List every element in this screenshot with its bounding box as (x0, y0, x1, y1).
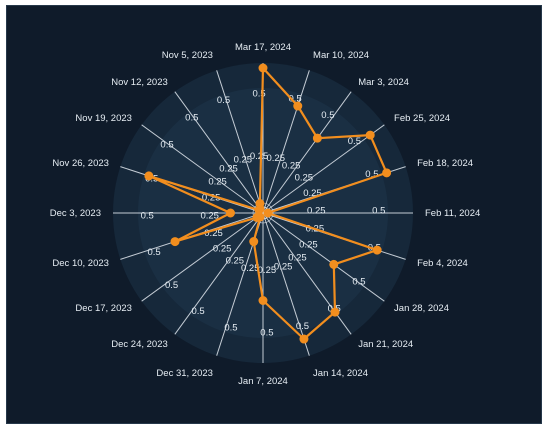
data-point-10 (258, 296, 268, 305)
data-point-9 (299, 334, 309, 344)
tick-label-17-1: 0.5 (160, 140, 173, 151)
spoke-17 (141, 124, 264, 214)
tick-label-15-0: 0.25 (200, 210, 219, 221)
category-label-17: Nov 19, 2023 (75, 113, 132, 124)
category-label-9: Jan 14, 2024 (313, 368, 368, 379)
data-point-19 (255, 198, 265, 208)
tick-label-3-1: 0.5 (348, 136, 361, 147)
tick-label-2-0: 0.25 (282, 161, 301, 172)
tick-label-7-0: 0.25 (299, 240, 318, 251)
series-layer (144, 63, 392, 344)
spoke-9 (262, 212, 310, 356)
tick-label-16-0: 0.25 (202, 193, 221, 204)
category-label-16: Nov 26, 2023 (52, 158, 109, 169)
data-point-6 (372, 245, 382, 255)
tick-label-0-0: 0.25 (250, 151, 269, 162)
tick-label-1-1: 0.5 (288, 94, 301, 105)
tick-label-4-1: 0.5 (365, 169, 378, 180)
tick-label-3-0: 0.25 (295, 173, 314, 184)
spoke-18 (174, 91, 264, 214)
tick-label-12-0: 0.25 (226, 255, 245, 266)
tick-label-10-0: 0.25 (258, 265, 277, 276)
category-label-15: Dec 3, 2023 (50, 208, 101, 219)
radial-tick-labels: 0.250.50.250.50.250.50.250.50.250.50.25 0… (141, 89, 386, 339)
category-label-7: Jan 28, 2024 (394, 303, 449, 314)
category-label-19: Nov 5, 2023 (162, 50, 213, 61)
data-point-1 (293, 101, 303, 111)
tick-label-1-0: 0.25 (267, 153, 286, 164)
category-label-13: Dec 17, 2023 (75, 303, 132, 314)
tick-label-2-1: 0.5 (321, 110, 334, 121)
tick-label-17-0: 0.25 (208, 176, 227, 187)
data-point-0 (258, 63, 268, 73)
data-point-15 (226, 208, 235, 218)
tick-label-12-1: 0.5 (191, 306, 204, 317)
tick-label-7-1: 0.5 (352, 276, 365, 287)
tick-label-11-0: 0.25 (241, 263, 260, 274)
category-label-3: Feb 25, 2024 (394, 113, 450, 124)
category-label-8: Jan 21, 2024 (358, 339, 413, 350)
tick-label-0-1: 0.5 (252, 89, 265, 100)
category-label-11: Dec 31, 2023 (156, 368, 213, 379)
spoke-12 (174, 212, 264, 335)
data-point-7 (329, 259, 339, 269)
tick-label-13-0: 0.25 (213, 243, 232, 254)
data-point-4 (382, 168, 392, 178)
data-point-2 (312, 133, 322, 143)
tick-label-9-0: 0.25 (274, 261, 293, 272)
tick-label-19-0: 0.25 (234, 155, 253, 166)
tick-label-11-1: 0.5 (224, 322, 237, 333)
category-label-2: Mar 3, 2024 (358, 77, 409, 88)
spoke-19 (216, 70, 264, 214)
tick-label-14-0: 0.25 (204, 228, 223, 239)
tick-label-10-1: 0.5 (260, 327, 273, 338)
category-label-0: Mar 17, 2024 (235, 42, 291, 53)
category-label-12: Dec 24, 2023 (111, 339, 168, 350)
tick-label-9-1: 0.5 (296, 321, 309, 332)
data-point-14 (170, 237, 180, 247)
category-label-10: Jan 7, 2024 (238, 376, 288, 387)
tick-label-18-1: 0.5 (185, 113, 198, 124)
data-point-13 (252, 212, 262, 222)
spoke-7 (262, 212, 385, 302)
data-point-11 (249, 237, 259, 247)
tick-label-14-1: 0.5 (147, 247, 160, 258)
tick-label-5-0: 0.25 (307, 206, 326, 217)
category-label-5: Feb 11, 2024 (425, 208, 480, 219)
tick-label-18-0: 0.25 (219, 163, 238, 174)
category-label-14: Dec 10, 2023 (52, 258, 109, 269)
spoke-2 (262, 91, 352, 214)
tick-label-15-1: 0.5 (141, 210, 154, 221)
data-point-5 (263, 208, 273, 218)
tick-label-5-1: 0.5 (372, 206, 385, 217)
data-point-3 (365, 130, 375, 140)
category-label-6: Feb 4, 2024 (417, 258, 468, 269)
spoke-13 (141, 212, 264, 302)
tick-label-8-0: 0.25 (288, 253, 307, 264)
category-labels: Mar 17, 2024 Mar 10, 2024 Mar 3, 2024 Feb 2… (50, 42, 481, 387)
spoke-3 (262, 124, 385, 214)
category-label-1: Mar 10, 2024 (313, 50, 369, 61)
spoke-1 (262, 70, 310, 214)
tick-label-4-0: 0.25 (303, 188, 322, 199)
data-point-8 (330, 307, 340, 317)
tick-label-13-1: 0.5 (165, 280, 178, 291)
category-label-4: Feb 18, 2024 (417, 158, 473, 169)
tick-label-19-1: 0.5 (217, 95, 230, 106)
data-point-16 (144, 171, 154, 181)
category-label-18: Nov 12, 2023 (111, 77, 168, 88)
